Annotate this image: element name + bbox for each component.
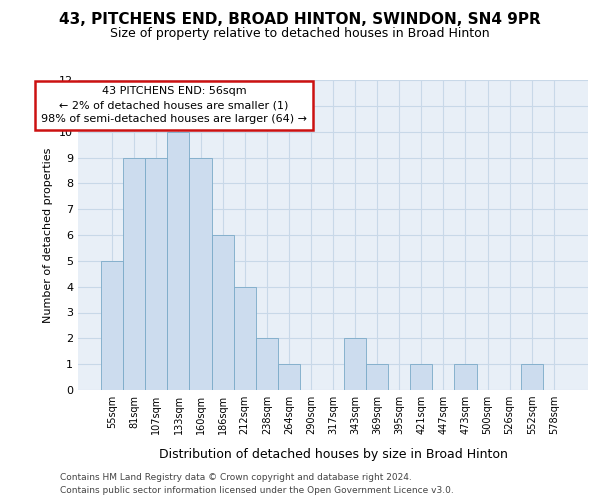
- Bar: [366, 364, 388, 390]
- Bar: [167, 132, 190, 390]
- Bar: [454, 364, 476, 390]
- Text: Contains HM Land Registry data © Crown copyright and database right 2024.: Contains HM Land Registry data © Crown c…: [60, 474, 412, 482]
- Bar: [410, 364, 433, 390]
- Text: Size of property relative to detached houses in Broad Hinton: Size of property relative to detached ho…: [110, 28, 490, 40]
- X-axis label: Distribution of detached houses by size in Broad Hinton: Distribution of detached houses by size …: [158, 448, 508, 461]
- Bar: [123, 158, 145, 390]
- Bar: [278, 364, 300, 390]
- Bar: [256, 338, 278, 390]
- Bar: [101, 261, 123, 390]
- Bar: [190, 158, 212, 390]
- Bar: [233, 286, 256, 390]
- Bar: [521, 364, 543, 390]
- Text: 43 PITCHENS END: 56sqm
← 2% of detached houses are smaller (1)
98% of semi-detac: 43 PITCHENS END: 56sqm ← 2% of detached …: [41, 86, 307, 124]
- Y-axis label: Number of detached properties: Number of detached properties: [43, 148, 53, 322]
- Bar: [344, 338, 366, 390]
- Bar: [212, 235, 233, 390]
- Text: 43, PITCHENS END, BROAD HINTON, SWINDON, SN4 9PR: 43, PITCHENS END, BROAD HINTON, SWINDON,…: [59, 12, 541, 28]
- Bar: [145, 158, 167, 390]
- Text: Contains public sector information licensed under the Open Government Licence v3: Contains public sector information licen…: [60, 486, 454, 495]
